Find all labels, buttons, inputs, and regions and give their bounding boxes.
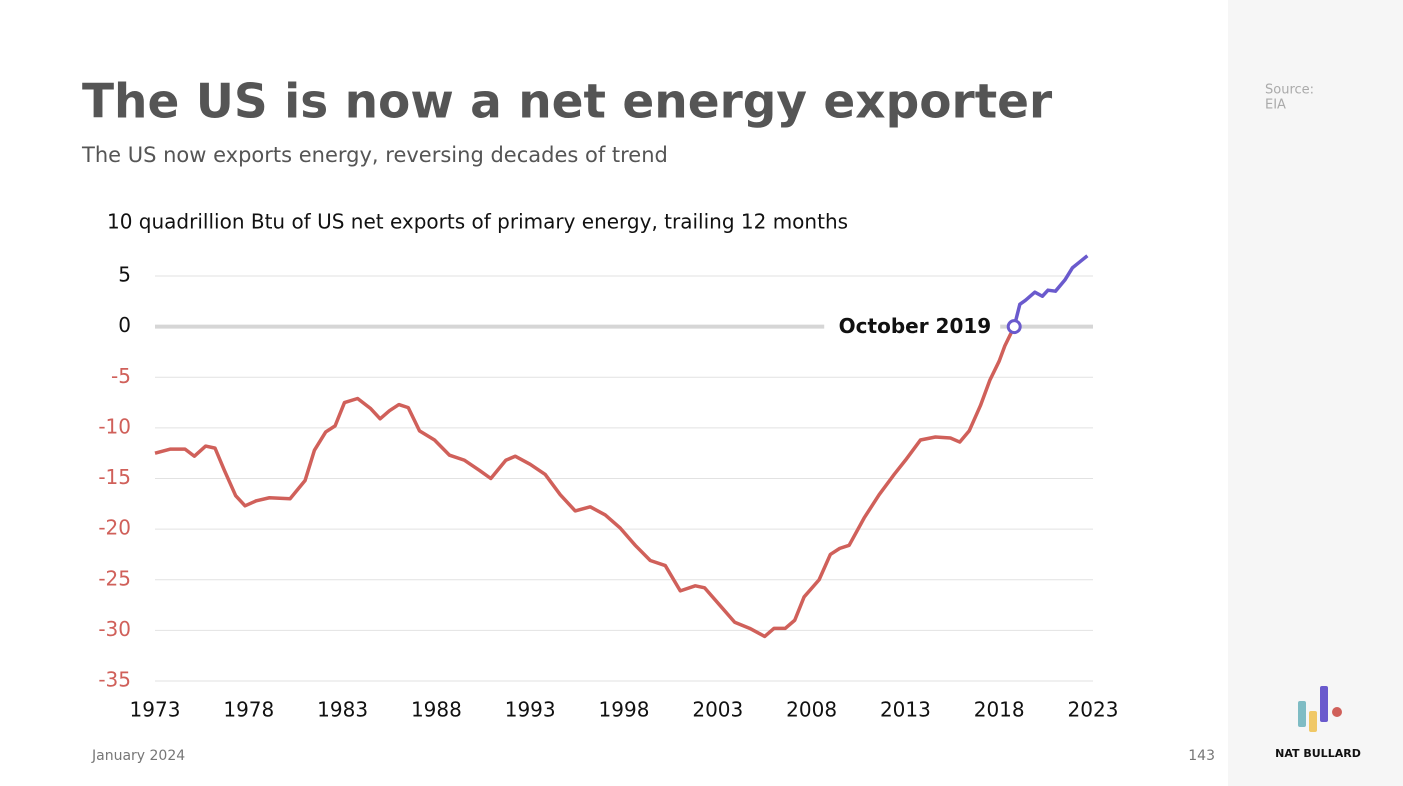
x-tick-label: 2018	[974, 698, 1025, 722]
subtitle: The US now exports energy, reversing dec…	[81, 143, 668, 167]
x-tick-label: 1988	[411, 698, 462, 722]
y-tick-label: -35	[98, 668, 131, 692]
x-tick-label: 2003	[692, 698, 743, 722]
side-panel	[1228, 0, 1403, 786]
logo-dot	[1332, 707, 1342, 717]
date: January 2024	[91, 748, 185, 764]
y-tick-label: -30	[98, 617, 131, 641]
brand: NAT BULLARD	[1275, 747, 1361, 760]
x-tick-label: 2013	[880, 698, 931, 722]
x-tick-label: 2008	[786, 698, 837, 722]
x-tick-label: 1973	[130, 698, 181, 722]
annotation-marker	[1006, 319, 1022, 335]
logo-bar	[1298, 701, 1306, 727]
line	[154, 325, 1016, 639]
source-label: Source:	[1265, 83, 1314, 98]
page-number: 143	[1188, 748, 1215, 764]
x-tick-label: 1983	[317, 698, 368, 722]
y-tick-label: -25	[98, 566, 131, 590]
plot: -35 -30 -25 -20 -15 -10 -5 0 5 1973 1978 1983 1988 19…	[98, 254, 1119, 722]
y-tick-label: 0	[118, 313, 131, 337]
logo-bar	[1309, 711, 1317, 732]
x-tick-label: 1998	[599, 698, 650, 722]
source: EIA	[1265, 98, 1286, 113]
annotation-label: October 2019	[839, 314, 992, 338]
logo-bar	[1320, 686, 1328, 722]
y-tick-label: -5	[111, 364, 131, 388]
y-tick-label: -20	[98, 516, 131, 540]
y-tick-label: 5	[118, 263, 131, 287]
line	[1012, 254, 1089, 328]
y-tick-label: -10	[98, 414, 131, 438]
chart-title: 10 quadrillion Btu of US net exports of …	[107, 210, 848, 234]
annotation-bg	[824, 312, 1001, 341]
x-tick-label: 1993	[505, 698, 556, 722]
title: The US is now a net energy exporter	[82, 75, 1053, 130]
x-tick-label: 2023	[1068, 698, 1119, 722]
x-tick-label: 1978	[223, 698, 274, 722]
logo	[1298, 686, 1342, 732]
y-tick-label: -15	[98, 465, 131, 489]
